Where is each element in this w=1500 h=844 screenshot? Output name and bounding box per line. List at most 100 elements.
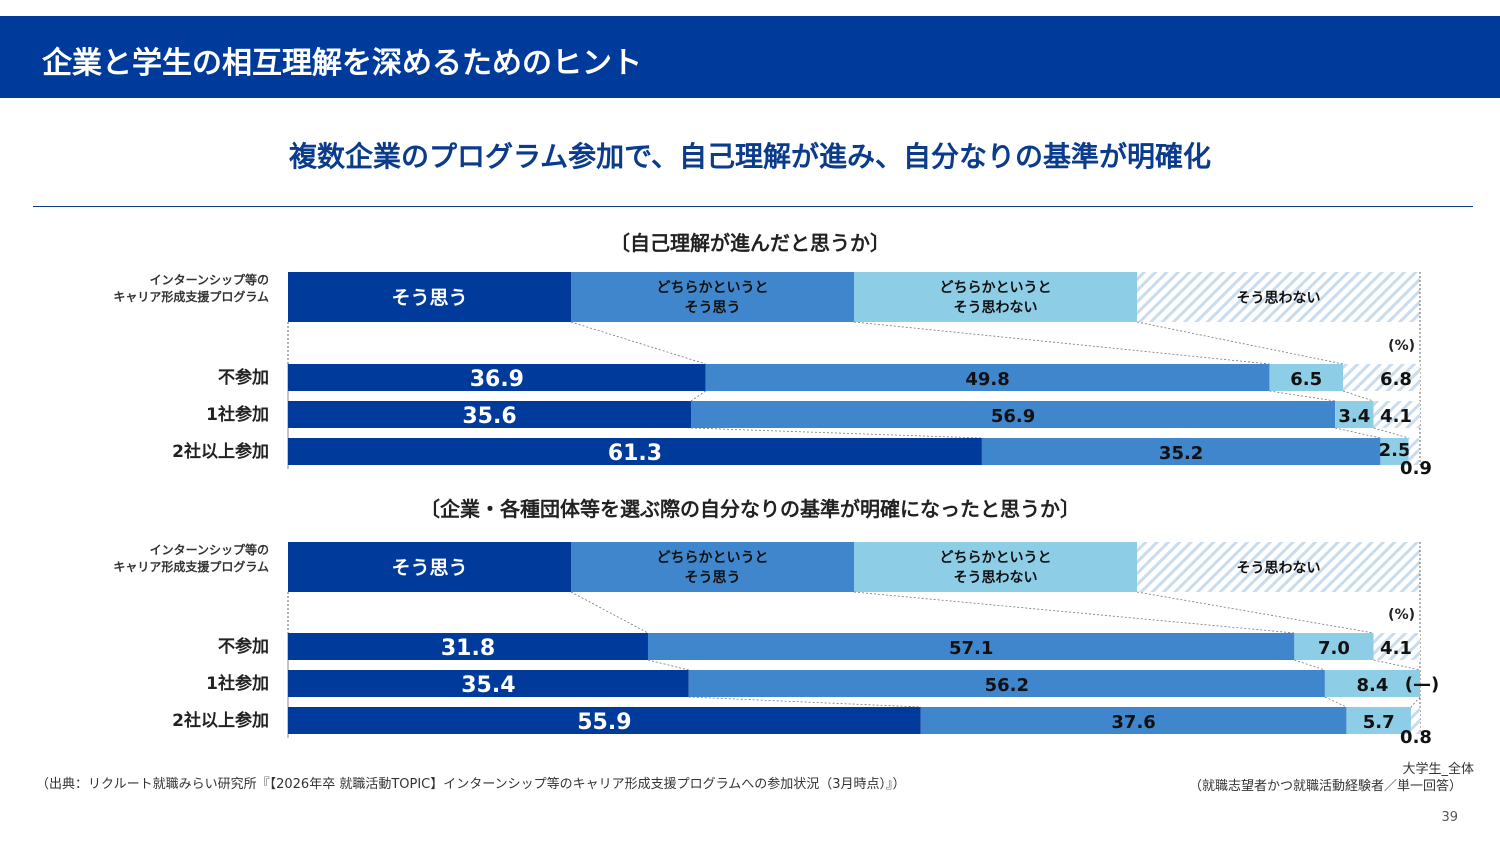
legend-box (854, 272, 1137, 322)
bar-segment (1410, 707, 1420, 734)
chart-title: 〔企業・各種団体等を選ぶ際の自分なりの基準が明確になったと思うか〕 (420, 497, 1080, 521)
data-label: 2.5 (1379, 440, 1411, 461)
connector-line (1136, 591, 1374, 634)
divider (33, 206, 1473, 207)
bar-segment (288, 364, 706, 391)
bar-segment (288, 670, 689, 697)
data-label: 8.4 (1357, 675, 1389, 696)
unit-label: (%) (1388, 338, 1415, 354)
connector-line (1294, 659, 1326, 671)
bar-segment (1373, 633, 1420, 660)
legend-box (854, 542, 1137, 592)
legend-label: そう思う (391, 557, 467, 579)
chart-title: 〔自己理解が進んだと思うか〕 (610, 231, 890, 255)
bar-segment (1335, 401, 1374, 428)
data-label: 4.1 (1380, 638, 1412, 659)
bar-segment (1324, 670, 1420, 697)
bar-segment (647, 633, 1295, 660)
sample-description: （就職志望者かつ就職活動経験者／単一回答） (1188, 779, 1462, 794)
data-label: 35.2 (1159, 443, 1203, 464)
legend-box (288, 542, 571, 592)
connector-line (1335, 427, 1381, 439)
data-label: 57.1 (949, 638, 993, 659)
bar-segment (288, 707, 921, 734)
source-note: （出典：リクルート就職みらい研究所『【2026年卒 就職活動TOPIC】インター… (36, 777, 906, 792)
bar-segment (1346, 707, 1411, 734)
connector-line (1373, 427, 1409, 439)
category-label: 1社参加 (206, 673, 269, 694)
legend-box (1137, 272, 1420, 322)
unit-label: (%) (1388, 607, 1415, 623)
connector-line (853, 591, 1295, 634)
connector-line (1373, 659, 1421, 671)
header-bar: 企業と学生の相互理解を深めるためのヒント (0, 16, 1500, 98)
category-label: 不参加 (218, 367, 269, 388)
category-label: 2社以上参加 (172, 441, 269, 462)
bar-segment (690, 401, 1336, 428)
connector-line (1342, 390, 1374, 402)
data-label: 49.8 (965, 369, 1009, 390)
bar-segment (920, 707, 1347, 734)
data-label: 56.2 (985, 675, 1029, 696)
data-label: 6.5 (1290, 369, 1322, 390)
bar-segment (1380, 438, 1409, 465)
data-label: 7.0 (1318, 638, 1350, 659)
connector-line (1410, 696, 1421, 708)
bar-segment (688, 670, 1325, 697)
legend-label: そう思う (685, 570, 741, 586)
connector-line (1324, 696, 1347, 708)
legend-caption: キャリア形成支援プログラム (113, 289, 269, 304)
legend-caption: キャリア形成支援プログラム (113, 559, 269, 574)
data-label: 4.1 (1380, 406, 1412, 427)
data-label: 36.9 (470, 367, 524, 392)
bar-segment (1408, 438, 1419, 465)
legend-label: そう思う (685, 300, 741, 316)
connector-line (570, 591, 649, 634)
sample-label: 大学生_全体 (1402, 762, 1474, 777)
page-number: 39 (1441, 810, 1458, 825)
data-label: 56.9 (991, 406, 1035, 427)
category-label: 2社以上参加 (172, 710, 269, 731)
legend-label: どちらかというと (657, 550, 769, 566)
bar-segment (705, 364, 1270, 391)
connector-line (570, 321, 706, 365)
legend-box (1137, 542, 1420, 592)
bar-segment (288, 401, 691, 428)
connector-line (690, 427, 982, 439)
legend-label: どちらかというと (657, 280, 769, 296)
connector-line (688, 696, 921, 708)
connector-line (853, 321, 1270, 365)
data-label: 55.9 (577, 710, 631, 735)
data-label: 35.6 (462, 404, 516, 429)
bar-segment (1373, 401, 1420, 428)
legend-box (288, 272, 571, 322)
legend-caption: インターンシップ等の (150, 542, 269, 557)
data-label: 37.6 (1111, 712, 1155, 733)
data-label: 5.7 (1363, 712, 1395, 733)
data-label: 35.4 (461, 673, 515, 698)
legend-label: そう思わない (1237, 290, 1321, 306)
connector-line (647, 659, 689, 671)
legend-box (571, 272, 854, 322)
legend-label: そう思わない (1237, 560, 1321, 576)
data-label: 0.8 (1400, 727, 1432, 748)
bar-segment (288, 633, 648, 660)
legend-label: どちらかというと (940, 280, 1052, 296)
data-label: 61.3 (608, 441, 662, 466)
data-label: 31.8 (441, 636, 495, 661)
category-label: 不参加 (218, 636, 269, 657)
bar-segment (1343, 364, 1420, 391)
bar-segment (288, 438, 982, 465)
data-label: 0.9 (1400, 458, 1432, 479)
legend-caption: インターンシップ等の (150, 272, 269, 287)
connector-line (1136, 321, 1344, 365)
category-label: 1社参加 (206, 404, 269, 425)
data-label: (—) (1405, 674, 1439, 695)
data-label: 3.4 (1338, 406, 1370, 427)
legend-box (571, 542, 854, 592)
connector-line (1269, 390, 1336, 402)
legend-label: どちらかというと (940, 550, 1052, 566)
bar-segment (1294, 633, 1374, 660)
bar-segment (981, 438, 1381, 465)
